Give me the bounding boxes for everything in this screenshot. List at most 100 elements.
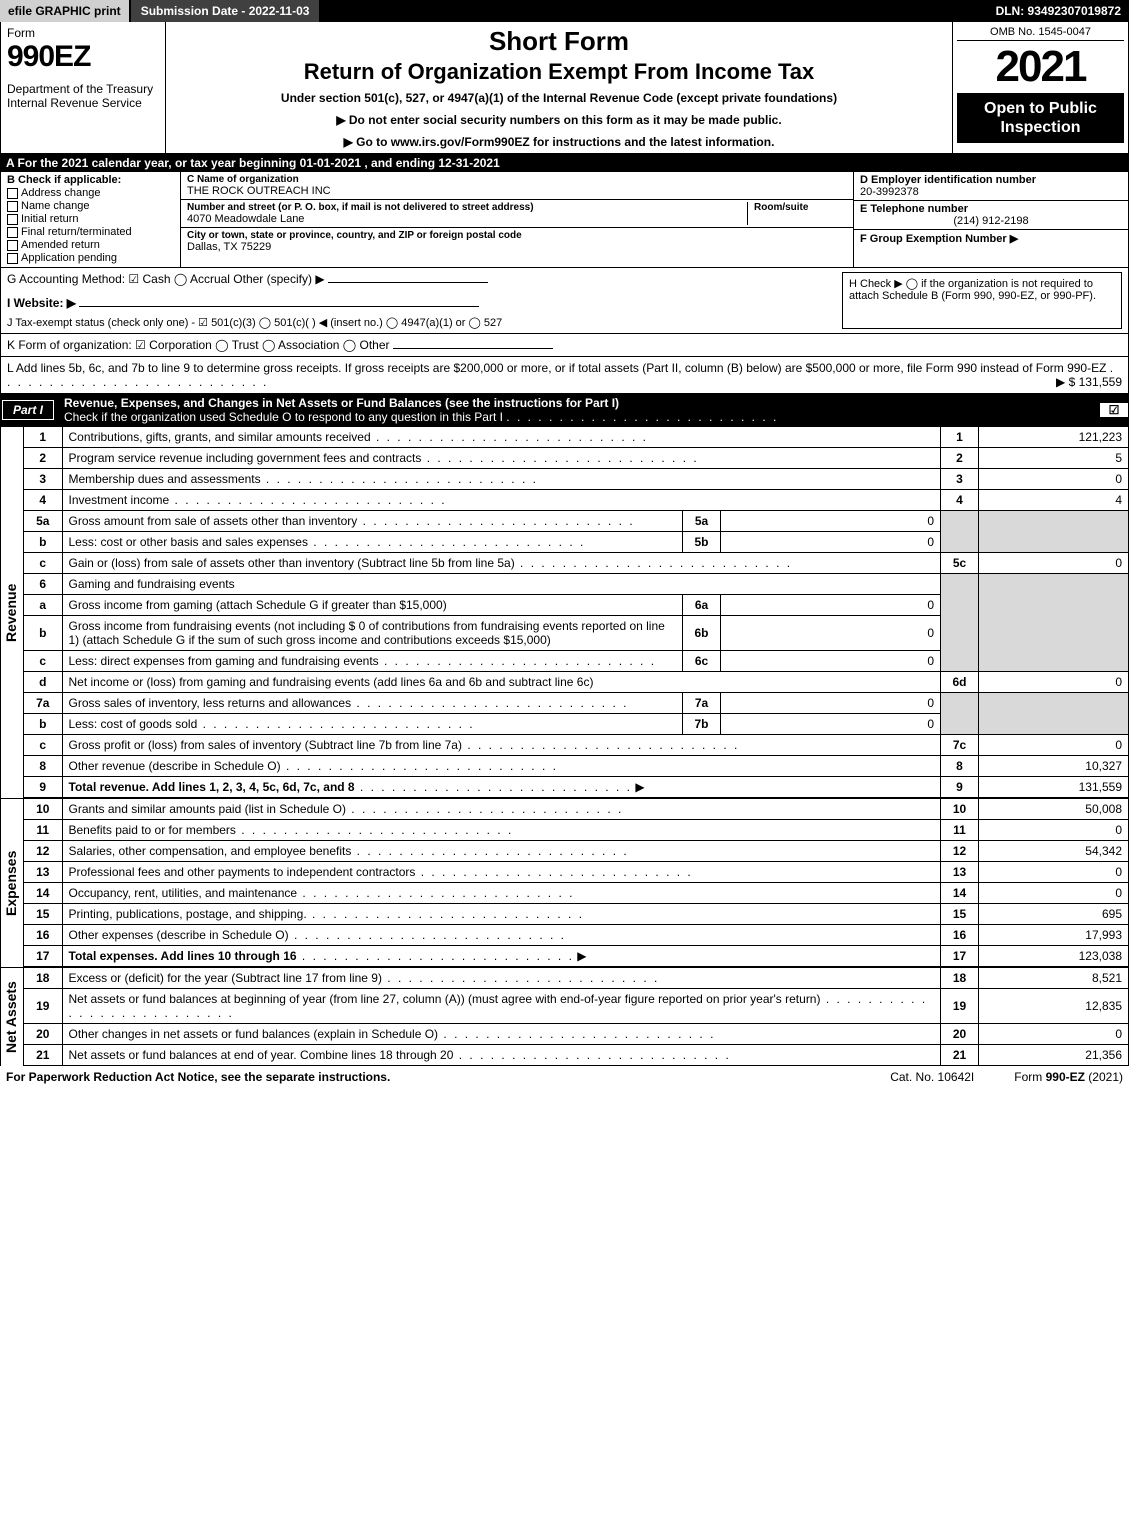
header-right: OMB No. 1545-0047 2021 Open to Public In… bbox=[953, 22, 1128, 153]
check-name-change[interactable]: Name change bbox=[7, 200, 174, 212]
department: Department of the Treasury Internal Reve… bbox=[7, 82, 159, 110]
sub-value: 0 bbox=[721, 532, 941, 553]
table-row: 7a Gross sales of inventory, less returns… bbox=[24, 693, 1129, 714]
sub-ref: 6b bbox=[683, 616, 721, 651]
line-no: b bbox=[24, 714, 62, 735]
line-value: 17,993 bbox=[979, 925, 1129, 946]
line-h: H Check ▶ ◯ if the organization is not r… bbox=[842, 272, 1122, 329]
table-row: 20Other changes in net assets or fund ba… bbox=[24, 1024, 1129, 1045]
check-label: Amended return bbox=[21, 239, 100, 251]
line-desc: Total expenses. Add lines 10 through 16 bbox=[69, 949, 297, 963]
check-final-return[interactable]: Final return/terminated bbox=[7, 226, 174, 238]
top-bar: efile GRAPHIC print Submission Date - 20… bbox=[0, 0, 1129, 22]
table-row: 21Net assets or fund balances at end of … bbox=[24, 1045, 1129, 1066]
part-1-checkbox[interactable]: ☑ bbox=[1099, 402, 1129, 418]
line-desc: Less: direct expenses from gaming and fu… bbox=[69, 654, 379, 668]
footer-left: For Paperwork Reduction Act Notice, see … bbox=[6, 1070, 390, 1084]
line-l-text: L Add lines 5b, 6c, and 7b to line 9 to … bbox=[7, 361, 1106, 375]
table-row: 10Grants and similar amounts paid (list … bbox=[24, 799, 1129, 820]
check-address-change[interactable]: Address change bbox=[7, 187, 174, 199]
sub-ref: 7a bbox=[683, 693, 721, 714]
ein-label: D Employer identification number bbox=[860, 174, 1122, 186]
line-desc: Gross sales of inventory, less returns a… bbox=[69, 696, 352, 710]
efile-print[interactable]: efile GRAPHIC print bbox=[0, 0, 129, 22]
line-i: I Website: ▶ bbox=[7, 296, 842, 310]
header-left: Form 990EZ Department of the Treasury In… bbox=[1, 22, 166, 153]
line-desc: Net assets or fund balances at beginning… bbox=[69, 992, 821, 1006]
part-1-title-text: Revenue, Expenses, and Changes in Net As… bbox=[64, 396, 619, 410]
line-desc: Gaming and fundraising events bbox=[62, 574, 941, 595]
table-row: 19Net assets or fund balances at beginni… bbox=[24, 989, 1129, 1024]
footer-right-b: 990-EZ bbox=[1046, 1070, 1085, 1084]
phone-row: E Telephone number (214) 912-2198 bbox=[854, 201, 1128, 230]
table-row: 2Program service revenue including gover… bbox=[24, 448, 1129, 469]
table-row: 14 Occupancy, rent, utilities, and mainte… bbox=[24, 883, 1129, 904]
line-value: 12,835 bbox=[979, 989, 1129, 1024]
line-desc: Membership dues and assessments bbox=[69, 472, 261, 486]
net-assets-section: Net Assets 18Excess or (deficit) for the… bbox=[0, 967, 1129, 1066]
ein-row: D Employer identification number 20-3992… bbox=[854, 172, 1128, 201]
line-ref: 13 bbox=[941, 862, 979, 883]
org-name-label: C Name of organization bbox=[187, 174, 331, 185]
line-i-text: I Website: ▶ bbox=[7, 296, 76, 310]
line-no: d bbox=[24, 672, 62, 693]
net-assets-table: 18Excess or (deficit) for the year (Subt… bbox=[24, 967, 1129, 1066]
table-row: 3Membership dues and assessments30 bbox=[24, 469, 1129, 490]
street-label: Number and street (or P. O. box, if mail… bbox=[187, 202, 747, 213]
expenses-table: 10Grants and similar amounts paid (list … bbox=[24, 798, 1129, 967]
revenue-side-label: Revenue bbox=[0, 426, 24, 798]
line-ref: 14 bbox=[941, 883, 979, 904]
sub-ref: 6c bbox=[683, 651, 721, 672]
page-footer: For Paperwork Reduction Act Notice, see … bbox=[0, 1066, 1129, 1088]
form-number: 990EZ bbox=[7, 40, 159, 74]
line-ref: 1 bbox=[941, 427, 979, 448]
line-value: 0 bbox=[979, 1024, 1129, 1045]
check-label: Name change bbox=[21, 200, 90, 212]
check-application-pending[interactable]: Application pending bbox=[7, 252, 174, 264]
line-desc: Occupancy, rent, utilities, and maintena… bbox=[69, 886, 298, 900]
revenue-table: 1Contributions, gifts, grants, and simil… bbox=[24, 426, 1129, 798]
line-g: G Accounting Method: ☑ Cash ◯ Accrual Ot… bbox=[7, 272, 842, 286]
line-ref: 3 bbox=[941, 469, 979, 490]
line-no: 7a bbox=[24, 693, 62, 714]
footer-right-a: Form bbox=[1014, 1070, 1045, 1084]
check-amended-return[interactable]: Amended return bbox=[7, 239, 174, 251]
line-no: 18 bbox=[24, 968, 62, 989]
line-value: 21,356 bbox=[979, 1045, 1129, 1066]
line-desc: Less: cost or other basis and sales expe… bbox=[69, 535, 308, 549]
table-row: 17Total expenses. Add lines 10 through 1… bbox=[24, 946, 1129, 967]
line-value: 0 bbox=[979, 862, 1129, 883]
ein-value: 20-3992378 bbox=[860, 186, 1122, 198]
title-return: Return of Organization Exempt From Incom… bbox=[174, 59, 944, 85]
instruction-2-text: Go to www.irs.gov/Form990EZ for instruct… bbox=[356, 135, 774, 149]
header-center: Short Form Return of Organization Exempt… bbox=[166, 22, 953, 153]
line-no: 16 bbox=[24, 925, 62, 946]
check-initial-return[interactable]: Initial return bbox=[7, 213, 174, 225]
line-no: a bbox=[24, 595, 62, 616]
line-value: 8,521 bbox=[979, 968, 1129, 989]
instruction-2: ▶ Go to www.irs.gov/Form990EZ for instru… bbox=[174, 135, 944, 149]
line-l: L Add lines 5b, 6c, and 7b to line 9 to … bbox=[0, 357, 1129, 394]
line-ref: 4 bbox=[941, 490, 979, 511]
check-label: Address change bbox=[21, 187, 101, 199]
line-no: 3 bbox=[24, 469, 62, 490]
line-value: 695 bbox=[979, 904, 1129, 925]
line-no: 6 bbox=[24, 574, 62, 595]
section-b-title: B Check if applicable: bbox=[7, 174, 174, 186]
sub-ref: 5a bbox=[683, 511, 721, 532]
line-desc: Benefits paid to or for members bbox=[69, 823, 236, 837]
footer-cat-no: Cat. No. 10642I bbox=[890, 1070, 974, 1084]
section-ghij-left: G Accounting Method: ☑ Cash ◯ Accrual Ot… bbox=[7, 272, 842, 329]
line-ref: 20 bbox=[941, 1024, 979, 1045]
part-1-tag: Part I bbox=[2, 400, 54, 420]
line-no: c bbox=[24, 553, 62, 574]
sub-value: 0 bbox=[721, 693, 941, 714]
sub-value: 0 bbox=[721, 714, 941, 735]
part-1-header: Part I Revenue, Expenses, and Changes in… bbox=[0, 394, 1129, 426]
title-short-form: Short Form bbox=[174, 26, 944, 57]
sub-value: 0 bbox=[721, 651, 941, 672]
line-no: 4 bbox=[24, 490, 62, 511]
line-no: c bbox=[24, 735, 62, 756]
line-g-text: G Accounting Method: ☑ Cash ◯ Accrual Ot… bbox=[7, 272, 325, 286]
line-desc: Gross income from fundraising events (no… bbox=[62, 616, 683, 651]
